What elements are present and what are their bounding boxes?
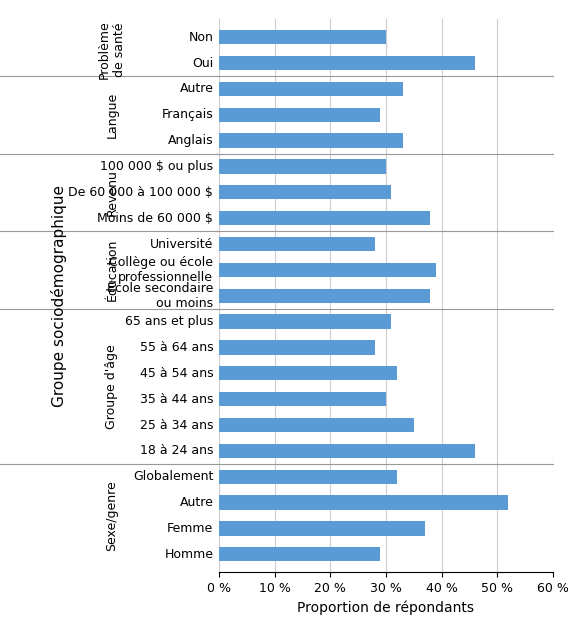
Bar bbox=[219, 495, 509, 509]
Bar bbox=[219, 237, 375, 251]
Text: Groupe d'âge: Groupe d'âge bbox=[105, 344, 119, 429]
Bar bbox=[219, 444, 475, 458]
Text: Revenu: Revenu bbox=[105, 169, 119, 216]
Bar bbox=[219, 263, 436, 277]
Bar bbox=[219, 392, 386, 406]
Bar bbox=[219, 211, 430, 225]
Bar bbox=[219, 289, 430, 303]
Bar bbox=[219, 418, 414, 432]
Text: Langue: Langue bbox=[105, 92, 119, 138]
Bar bbox=[219, 107, 380, 122]
Bar bbox=[219, 56, 475, 70]
Bar bbox=[219, 522, 425, 536]
Bar bbox=[219, 469, 397, 484]
Bar bbox=[219, 160, 386, 174]
X-axis label: Proportion de répondants: Proportion de répondants bbox=[297, 600, 475, 615]
Text: Éducation: Éducation bbox=[105, 238, 119, 301]
Text: Sexe/genre: Sexe/genre bbox=[105, 480, 119, 551]
Bar bbox=[219, 314, 392, 329]
Bar bbox=[219, 547, 380, 562]
Bar bbox=[219, 366, 397, 380]
Text: Groupe sociodémographique: Groupe sociodémographique bbox=[51, 184, 66, 407]
Bar bbox=[219, 82, 403, 96]
Bar bbox=[219, 30, 386, 45]
Text: Problème
de santé: Problème de santé bbox=[98, 21, 126, 80]
Bar bbox=[219, 340, 375, 354]
Bar bbox=[219, 134, 403, 148]
Bar bbox=[219, 185, 392, 200]
